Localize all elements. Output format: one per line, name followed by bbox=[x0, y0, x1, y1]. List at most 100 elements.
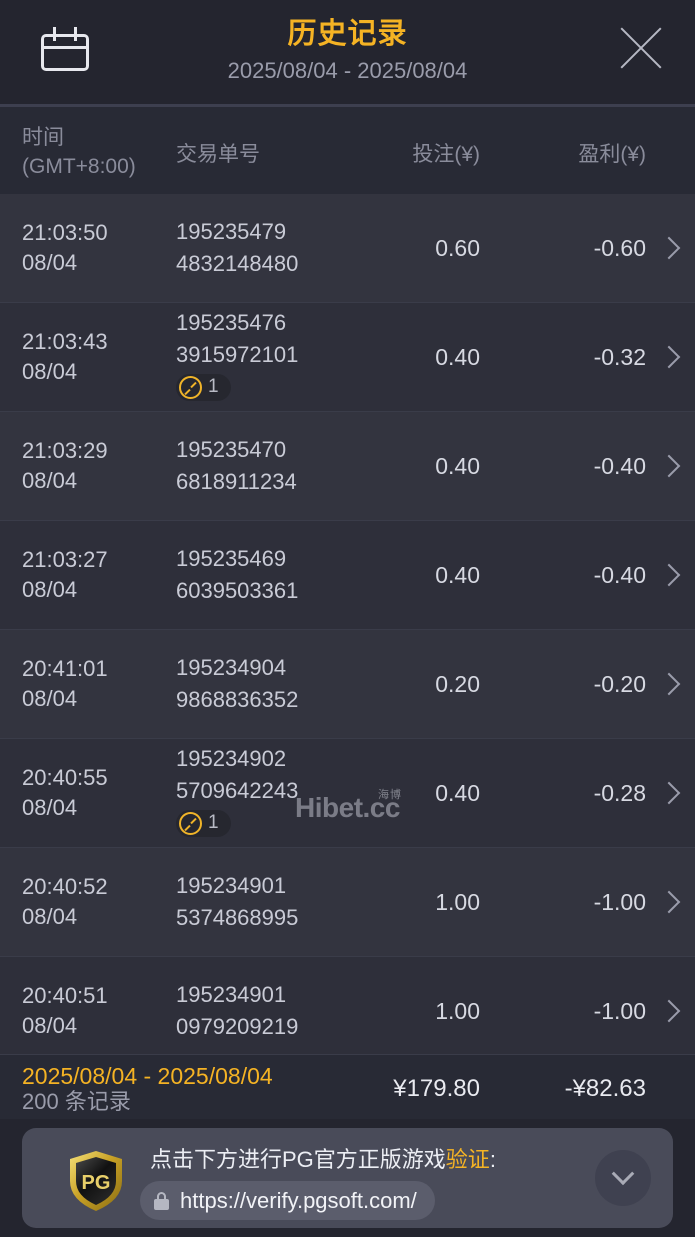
verify-text-highlight: 验证 bbox=[445, 1147, 490, 1172]
row-time-clock: 20:40:55 bbox=[22, 765, 108, 790]
free-spin-icon bbox=[179, 811, 202, 835]
column-header-order: 交易单号 bbox=[176, 143, 260, 166]
row-profit-amount: -0.20 bbox=[593, 670, 646, 697]
row-time-clock: 20:40:52 bbox=[22, 874, 108, 899]
header-titles: 历史记录 2025/08/04 - 2025/08/04 bbox=[0, 14, 695, 87]
row-order-id: 195234901 5374868995 bbox=[176, 870, 298, 934]
row-bet-amount: 0.40 bbox=[435, 561, 480, 588]
history-list[interactable]: 21:03:50 08/04 195235479 4832148480 0.60 -0.6… bbox=[0, 194, 695, 1054]
row-order-id: 195234904 9868836352 bbox=[176, 652, 298, 716]
row-time-date: 08/04 bbox=[22, 686, 78, 711]
lock-icon bbox=[154, 1191, 169, 1210]
chevron-right-icon[interactable] bbox=[657, 672, 681, 696]
row-order-id-line1: 195234904 bbox=[176, 655, 287, 680]
collapse-banner-button[interactable] bbox=[595, 1150, 651, 1206]
column-header-time: 时间 (GMT+8:00) bbox=[22, 126, 136, 178]
column-header-bet: 投注(¥) bbox=[412, 143, 480, 166]
row-time-date: 08/04 bbox=[22, 359, 78, 384]
row-order-id: 195235470 6818911234 bbox=[176, 434, 297, 498]
row-order-id-line1: 195235476 bbox=[176, 309, 287, 335]
row-profit-amount: -1.00 bbox=[593, 997, 646, 1024]
verify-banner-wrap: PG 点击下方进行PG官方正版游戏验证: https://verify.pgso… bbox=[0, 1119, 695, 1237]
row-bet-amount: 1.00 bbox=[435, 888, 480, 915]
row-bet-amount: 0.40 bbox=[435, 343, 480, 370]
row-time-date: 08/04 bbox=[22, 468, 78, 493]
chevron-right-icon[interactable] bbox=[657, 890, 681, 914]
row-order-id-line1: 195235470 bbox=[176, 437, 287, 462]
table-row[interactable]: 21:03:29 08/04 195235470 6818911234 0.40 -0.4… bbox=[0, 412, 695, 521]
row-time-clock: 21:03:29 bbox=[22, 438, 108, 463]
summary-bar: 2025/08/04 - 2025/08/04 200 条记录 ¥179.80 … bbox=[0, 1054, 695, 1119]
row-time-date: 08/04 bbox=[22, 250, 78, 275]
row-time: 20:40:51 08/04 bbox=[22, 981, 108, 1041]
chevron-right-icon[interactable] bbox=[657, 781, 681, 805]
row-time-clock: 20:41:01 bbox=[22, 656, 108, 681]
verify-banner: PG 点击下方进行PG官方正版游戏验证: https://verify.pgso… bbox=[22, 1128, 673, 1228]
row-order-id: 195234902 5709642243 1 bbox=[176, 743, 298, 844]
row-time: 20:41:01 08/04 bbox=[22, 654, 108, 714]
table-row[interactable]: 20:40:52 08/04 195234901 5374868995 1.00 -1.0… bbox=[0, 848, 695, 957]
close-button[interactable] bbox=[609, 16, 673, 80]
summary-total-bet: ¥179.80 bbox=[393, 1075, 480, 1102]
row-order-id-line1: 195235469 bbox=[176, 546, 287, 571]
row-bet-amount: 0.20 bbox=[435, 670, 480, 697]
calendar-icon bbox=[41, 27, 89, 71]
table-row[interactable]: 20:40:55 08/04 195234902 5709642243 1 0.40 -0.… bbox=[0, 739, 695, 848]
table-row[interactable]: 21:03:27 08/04 195235469 6039503361 0.40 -0.4… bbox=[0, 521, 695, 630]
panel-header: 历史记录 2025/08/04 - 2025/08/04 bbox=[0, 0, 695, 104]
chevron-right-icon[interactable] bbox=[657, 236, 681, 260]
row-profit-amount: -0.40 bbox=[593, 452, 646, 479]
row-order-id-line2: 6818911234 bbox=[176, 469, 297, 494]
row-time-clock: 21:03:27 bbox=[22, 547, 108, 572]
row-profit-amount: -0.32 bbox=[593, 343, 646, 370]
row-time: 21:03:29 08/04 bbox=[22, 436, 108, 496]
verify-url-chip[interactable]: https://verify.pgsoft.com/ bbox=[140, 1181, 435, 1220]
row-profit-amount: -0.28 bbox=[593, 779, 646, 806]
row-order-id-line2: 5374868995 bbox=[176, 905, 299, 930]
row-time-date: 08/04 bbox=[22, 577, 78, 602]
row-order-id-line2: 6039503361 bbox=[176, 578, 299, 603]
row-time-clock: 21:03:43 bbox=[22, 329, 108, 354]
free-spin-badge: 1 bbox=[176, 373, 231, 401]
row-order-id-line2: 3915972101 bbox=[176, 341, 299, 367]
verify-text: 点击下方进行PG官方正版游戏验证: bbox=[150, 1145, 496, 1175]
free-spin-count: 1 bbox=[208, 376, 219, 397]
summary-total-profit: -¥82.63 bbox=[564, 1075, 646, 1102]
table-column-header: 时间 (GMT+8:00) 交易单号 投注(¥) 盈利(¥) bbox=[0, 107, 695, 194]
row-order-id-line1: 195234902 bbox=[176, 745, 287, 771]
pg-shield-logo-icon: PG bbox=[68, 1150, 124, 1212]
table-row[interactable]: 21:03:43 08/04 195235476 3915972101 1 0.40 -0.… bbox=[0, 303, 695, 412]
row-order-id-line2: 5709642243 bbox=[176, 777, 299, 803]
row-order-id-line2: 4832148480 bbox=[176, 251, 299, 276]
verify-url-text: https://verify.pgsoft.com/ bbox=[180, 1187, 417, 1213]
table-row[interactable]: 20:40:51 08/04 195234901 0979209219 1.00 -1.0… bbox=[0, 957, 695, 1054]
row-time: 21:03:27 08/04 bbox=[22, 545, 108, 605]
row-bet-amount: 0.40 bbox=[435, 452, 480, 479]
summary-record-count: 200 条记录 bbox=[22, 1089, 131, 1114]
table-row[interactable]: 20:41:01 08/04 195234904 9868836352 0.20 -0.2… bbox=[0, 630, 695, 739]
row-time: 20:40:52 08/04 bbox=[22, 872, 108, 932]
row-time: 21:03:43 08/04 bbox=[22, 327, 108, 387]
row-bet-amount: 0.60 bbox=[435, 234, 480, 261]
table-row[interactable]: 21:03:50 08/04 195235479 4832148480 0.60 -0.6… bbox=[0, 194, 695, 303]
row-profit-amount: -1.00 bbox=[593, 888, 646, 915]
svg-text:PG: PG bbox=[82, 1172, 111, 1194]
chevron-right-icon[interactable] bbox=[657, 345, 681, 369]
row-time: 20:40:55 08/04 bbox=[22, 763, 108, 823]
row-order-id: 195235476 3915972101 1 bbox=[176, 307, 298, 408]
chevron-down-icon bbox=[611, 1162, 635, 1186]
row-order-id-line1: 195234901 bbox=[176, 982, 287, 1007]
row-order-id-line2: 9868836352 bbox=[176, 687, 299, 712]
row-time: 21:03:50 08/04 bbox=[22, 218, 108, 278]
verify-text-suffix: : bbox=[489, 1147, 496, 1172]
row-order-id: 195234901 0979209219 bbox=[176, 979, 298, 1043]
chevron-right-icon[interactable] bbox=[657, 454, 681, 478]
free-spin-count: 1 bbox=[208, 812, 219, 833]
chevron-right-icon[interactable] bbox=[657, 999, 681, 1023]
row-order-id-line2: 0979209219 bbox=[176, 1014, 299, 1039]
row-time-date: 08/04 bbox=[22, 795, 78, 820]
free-spin-icon bbox=[179, 375, 202, 399]
chevron-right-icon[interactable] bbox=[657, 563, 681, 587]
calendar-button[interactable] bbox=[34, 18, 96, 80]
